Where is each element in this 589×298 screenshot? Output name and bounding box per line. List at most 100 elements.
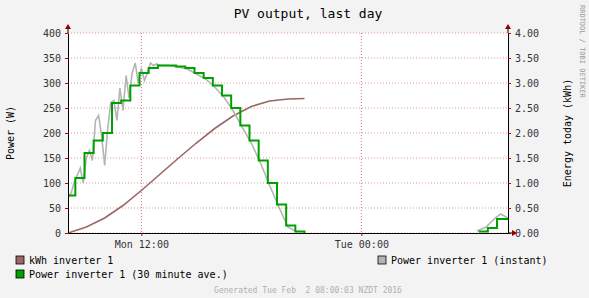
grid-line <box>68 158 508 159</box>
tick-mark <box>65 233 68 234</box>
axis-title: Power (W) <box>5 106 16 160</box>
legend-item: Power inverter 1 (instant) <box>378 255 548 266</box>
series-line <box>68 63 508 232</box>
axis-title: Energy today (kWh) <box>562 79 573 187</box>
tick: Mon 12:00 <box>115 233 169 250</box>
series-group <box>68 63 508 233</box>
tick: 4.00 <box>508 28 539 39</box>
axis-arrows <box>65 24 517 236</box>
tick: 0.50 <box>508 203 539 214</box>
tick: 250 <box>43 103 68 114</box>
axis-yticks: 0 50 100 150 200 250 300 350 400 <box>43 28 69 239</box>
chart: Mon 12:00 Tue 00:00 0 50 100 150 200 250 300 350 4… <box>0 0 589 298</box>
tick-mark <box>508 83 511 84</box>
tick: 350 <box>43 53 68 64</box>
tick-label: Mon 12:00 <box>115 239 169 250</box>
grid-line <box>68 183 508 184</box>
tick-label: 3.00 <box>515 78 539 89</box>
axis-line <box>68 34 69 234</box>
tick-label: 2.00 <box>515 128 539 139</box>
grid-line <box>361 33 362 233</box>
tick: 2.00 <box>508 128 539 139</box>
tick: Tue 00:00 <box>335 233 389 250</box>
tick-mark <box>508 208 511 209</box>
tick: 0 <box>55 228 68 239</box>
tick-mark <box>65 133 68 134</box>
arrow <box>65 24 71 29</box>
grid-line <box>141 33 142 233</box>
tick-mark <box>65 183 68 184</box>
legend: kWh inverter 1 Power inverter 1 (instant)… <box>16 255 548 280</box>
tick-label: 2.50 <box>515 103 539 114</box>
tick-mark <box>508 183 511 184</box>
tick-label: 100 <box>43 178 61 189</box>
tick-mark <box>508 108 511 109</box>
tick-label: 0.00 <box>515 228 539 239</box>
tick-label: 1.00 <box>515 178 539 189</box>
tick-mark <box>65 33 68 34</box>
tick-label: 250 <box>43 103 61 114</box>
tick: 100 <box>43 178 68 189</box>
series-line <box>68 99 305 234</box>
grid-line <box>68 108 508 109</box>
tick: 1.00 <box>508 178 539 189</box>
plot-area <box>68 33 508 233</box>
axis-line <box>69 233 509 234</box>
tick: 400 <box>43 28 68 39</box>
tick-mark <box>508 158 511 159</box>
tick-label: Tue 00:00 <box>335 239 389 250</box>
tick: 150 <box>43 153 68 164</box>
grid-line <box>68 83 508 84</box>
tick-label: 350 <box>43 53 61 64</box>
grid-line <box>68 133 508 134</box>
tick-label: 150 <box>43 153 61 164</box>
arrow <box>505 24 511 29</box>
tick: 50 <box>49 203 68 214</box>
tick-mark <box>65 208 68 209</box>
tick-mark <box>508 33 511 34</box>
tick-mark <box>141 233 142 236</box>
grid <box>68 33 508 233</box>
tick-mark <box>65 83 68 84</box>
grid-line <box>68 58 508 59</box>
axis-y2ticks: 0.00 0.50 1.00 1.50 2.00 2.50 3.00 3.50 4.00 <box>508 28 539 239</box>
legend-item: Power inverter 1 (30 minute ave.) <box>16 269 228 280</box>
tick-label: 400 <box>43 28 61 39</box>
tick-mark <box>65 108 68 109</box>
tick-label: 50 <box>49 203 61 214</box>
tick-label: 200 <box>43 128 61 139</box>
tick-label: 3.50 <box>515 53 539 64</box>
legend-label: kWh inverter 1 <box>29 255 113 266</box>
tick: 300 <box>43 78 68 89</box>
tick: 3.50 <box>508 53 539 64</box>
series-line <box>68 66 508 234</box>
background <box>0 0 589 298</box>
grid-line <box>68 233 508 234</box>
tick: 0.00 <box>508 228 539 239</box>
tick-label: 0.50 <box>515 203 539 214</box>
tick: 1.50 <box>508 153 539 164</box>
grid-line <box>68 208 508 209</box>
watermark: RRDTOOL / TOBI OETIKER <box>578 5 586 99</box>
legend-item: kWh inverter 1 <box>16 255 113 266</box>
grid-line <box>68 33 508 34</box>
tick: 2.50 <box>508 103 539 114</box>
tick-mark <box>508 58 511 59</box>
tick-label: 300 <box>43 78 61 89</box>
tick-label: 4.00 <box>515 28 539 39</box>
legend-swatch <box>16 270 24 278</box>
tick: 200 <box>43 128 68 139</box>
legend-swatch <box>16 256 24 264</box>
tick-mark <box>508 133 511 134</box>
tick-label: 1.50 <box>515 153 539 164</box>
tick-mark <box>65 58 68 59</box>
legend-swatch <box>378 256 386 264</box>
footer: Generated Tue Feb 2 08:00:03 NZDT 2016 <box>214 286 402 295</box>
tick: 3.00 <box>508 78 539 89</box>
tick-mark <box>65 158 68 159</box>
tick-mark <box>361 233 362 236</box>
tick-label: 0 <box>55 228 61 239</box>
legend-label: Power inverter 1 (instant) <box>391 255 548 266</box>
arrow <box>512 230 517 236</box>
title: PV output, last day <box>234 6 383 21</box>
